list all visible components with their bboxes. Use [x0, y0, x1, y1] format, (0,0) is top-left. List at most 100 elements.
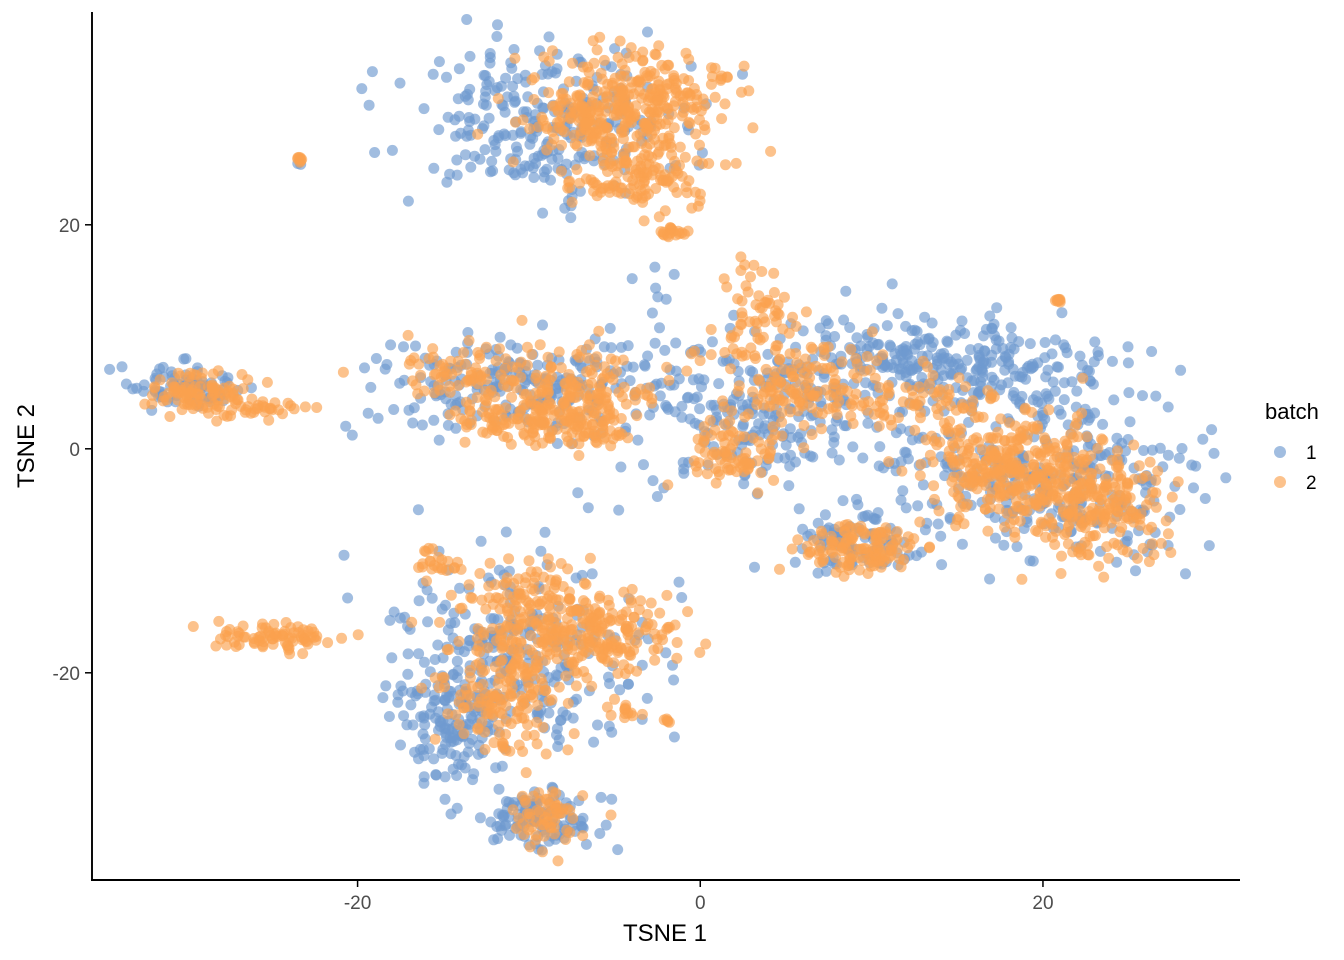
data-point	[480, 411, 492, 423]
data-point	[962, 438, 974, 450]
data-point	[845, 398, 857, 410]
data-point	[520, 730, 532, 741]
data-point	[503, 553, 515, 565]
data-point	[595, 791, 607, 803]
data-point	[418, 710, 430, 722]
data-point	[490, 355, 502, 367]
data-point	[236, 369, 248, 380]
data-point	[982, 525, 994, 537]
data-point	[808, 535, 820, 546]
data-point	[1199, 493, 1211, 504]
data-point	[555, 165, 567, 177]
data-point	[1043, 404, 1055, 416]
data-point	[953, 372, 965, 384]
data-point	[495, 666, 507, 678]
data-point	[267, 638, 279, 650]
data-point	[850, 388, 862, 400]
data-point	[464, 690, 476, 702]
data-point	[570, 680, 582, 692]
data-point	[797, 523, 809, 535]
data-point	[638, 88, 650, 100]
data-point	[993, 503, 1005, 515]
data-point	[569, 665, 581, 677]
data-point	[668, 731, 680, 743]
data-point	[479, 91, 491, 103]
data-point	[269, 397, 281, 409]
data-point	[914, 516, 926, 528]
data-point	[442, 111, 454, 123]
data-point	[850, 353, 862, 364]
data-point	[768, 287, 780, 298]
data-point	[857, 511, 869, 523]
data-point	[725, 332, 737, 344]
data-point	[531, 716, 543, 728]
data-point	[762, 294, 774, 306]
data-point	[429, 733, 441, 745]
data-point	[1039, 413, 1051, 425]
data-point	[299, 401, 311, 413]
data-point	[559, 648, 571, 660]
data-point	[597, 433, 609, 445]
data-point	[187, 621, 199, 632]
data-point	[423, 542, 435, 554]
data-point	[629, 394, 641, 406]
data-point	[593, 387, 605, 399]
data-point	[755, 467, 767, 479]
data-point	[1001, 507, 1013, 519]
data-point	[663, 375, 675, 386]
data-point	[484, 557, 496, 569]
data-point	[1049, 539, 1061, 550]
data-point	[1100, 478, 1112, 490]
data-point	[950, 353, 962, 365]
data-point	[586, 97, 598, 108]
data-point	[1114, 484, 1126, 496]
data-point	[649, 261, 661, 273]
data-point	[1162, 401, 1174, 413]
data-point	[999, 364, 1011, 376]
data-point	[480, 99, 492, 111]
data-point	[564, 175, 575, 187]
data-point	[815, 525, 827, 537]
data-point	[403, 404, 415, 416]
data-point	[732, 325, 744, 337]
data-point	[864, 364, 876, 376]
data-point	[591, 399, 603, 411]
data-point	[485, 166, 496, 178]
data-point	[541, 144, 553, 156]
data-point	[127, 383, 139, 395]
data-point	[717, 395, 729, 407]
y-tick-label: 0	[69, 440, 80, 461]
data-point	[529, 387, 541, 399]
data-point	[397, 685, 409, 697]
data-point	[433, 682, 445, 694]
data-point	[1150, 487, 1162, 499]
data-point	[886, 419, 898, 431]
data-point	[1137, 390, 1148, 402]
data-point	[493, 783, 505, 795]
data-point	[987, 433, 999, 445]
data-point	[1098, 571, 1110, 583]
data-point	[820, 565, 832, 577]
data-point	[565, 98, 577, 109]
data-point	[953, 492, 965, 504]
data-point	[646, 397, 658, 409]
data-point	[427, 343, 439, 355]
data-point	[545, 561, 556, 573]
data-point	[713, 378, 725, 390]
data-point	[582, 352, 594, 364]
data-point	[955, 501, 967, 513]
data-point	[1124, 492, 1136, 504]
data-point	[551, 729, 562, 741]
data-point	[372, 412, 384, 424]
data-point	[507, 804, 519, 816]
data-point	[721, 71, 733, 83]
data-point	[1152, 465, 1164, 477]
data-point	[537, 846, 548, 858]
data-point	[530, 659, 542, 671]
data-point	[701, 468, 713, 480]
data-point	[539, 654, 551, 666]
data-point	[605, 709, 617, 721]
data-point	[984, 502, 996, 513]
data-point	[550, 787, 562, 799]
data-point	[634, 128, 646, 140]
